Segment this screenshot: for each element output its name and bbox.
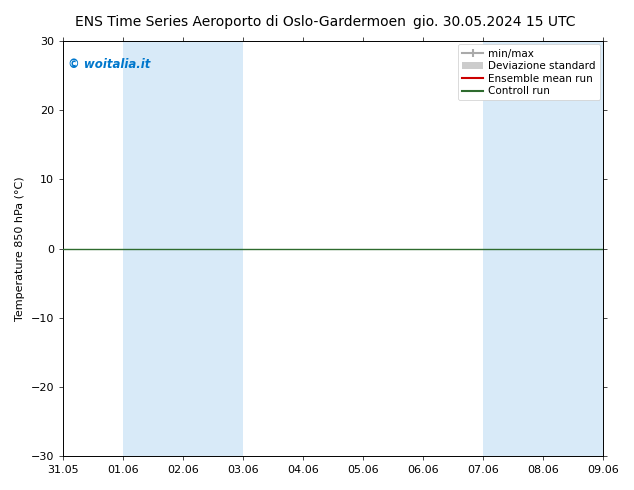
Bar xyxy=(123,41,183,456)
Bar xyxy=(543,41,603,456)
Bar xyxy=(483,41,543,456)
Text: ENS Time Series Aeroporto di Oslo-Gardermoen: ENS Time Series Aeroporto di Oslo-Garder… xyxy=(75,15,406,29)
Legend: min/max, Deviazione standard, Ensemble mean run, Controll run: min/max, Deviazione standard, Ensemble m… xyxy=(458,44,600,100)
Bar xyxy=(603,41,633,456)
Bar xyxy=(183,41,243,456)
Y-axis label: Temperature 850 hPa (°C): Temperature 850 hPa (°C) xyxy=(15,176,25,321)
Text: gio. 30.05.2024 15 UTC: gio. 30.05.2024 15 UTC xyxy=(413,15,576,29)
Text: © woitalia.it: © woitalia.it xyxy=(68,58,151,71)
